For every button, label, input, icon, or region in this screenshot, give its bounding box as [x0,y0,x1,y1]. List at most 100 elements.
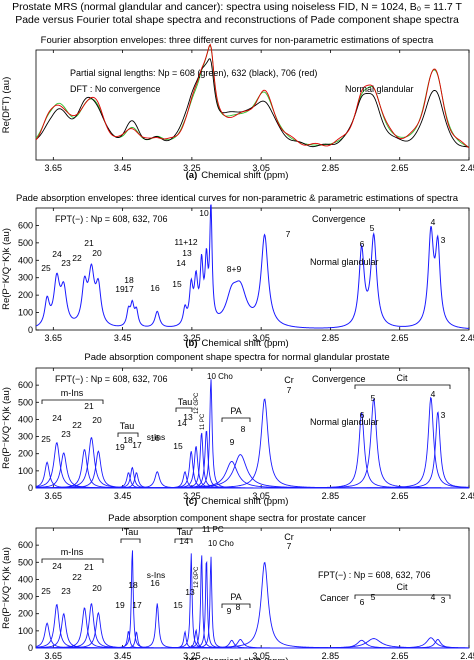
x-tick-label: 2.85 [322,491,340,501]
x-axis-label-text: Chemical shift (ppm) [202,656,289,660]
y-tick-label: 100 [18,626,33,636]
peak-label: 19 [115,600,125,610]
group-label-mins: m-Ins [61,547,84,557]
annotation-tissue: Normal glandular [310,417,379,427]
y-tick-label: 200 [18,449,33,459]
figure-title: Prostate MRS (normal glandular and cance… [12,1,462,13]
label-gpc: 12 GPC [194,566,200,588]
x-tick-label: 3.45 [114,163,132,173]
peak-label: 25 [41,586,51,596]
x-axis-label-text: Chemical shift (ppm) [201,496,288,507]
component-line [36,411,470,489]
y-tick-label: 100 [18,466,33,476]
peak-label: 15 [173,441,183,451]
x-tick-label: 3.65 [45,491,63,501]
x-tick-label: 3.45 [114,651,132,660]
y-axis-label: Re(DFT) (au) [1,77,12,133]
x-tick-label: 3.25 [183,651,201,660]
label-gpc: 12 GPC [194,392,200,414]
chart-panel-c: 3.65 3.45 3.25 3.05 2.85 2.65 2.45 0 100 200 300 40… [1,352,474,507]
peak-label: 4 [431,217,436,227]
peak-label: 18 [124,275,134,285]
y-tick-label: 300 [18,432,33,442]
peak-label: 14 [177,418,187,428]
pade-envelope [35,204,470,329]
y-axis-label: Re(P⁻K/Q⁻K)k (au) [1,547,12,629]
group-bracket [41,558,104,563]
peak-label: 3 [441,595,446,605]
peak-label: 7 [286,229,291,239]
group-bracket [120,538,141,543]
x-axis-label: (a) Chemical shift (ppm) [186,170,289,181]
peak-label: 16 [150,433,160,443]
peak-label: 17 [132,440,142,450]
component-line [36,398,469,489]
peak-label: 8+9 [227,264,242,274]
component-line [36,631,469,649]
x-tick-label: 2.45 [460,491,474,501]
group-bracket [117,432,139,437]
peak-label: 6 [360,597,365,607]
y-tick-label: 600 [18,540,33,550]
x-tick-label: 3.05 [252,333,270,343]
peak-label: 17 [132,600,142,610]
y-tick-label: 0 [28,483,33,493]
component-line [36,379,469,489]
component-line [36,603,469,649]
peak-label: 21 [84,238,94,248]
annotation-tissue: Normal glandular [310,257,379,267]
peak-label: 21 [84,562,94,572]
x-tick-label: 3.65 [45,651,63,660]
series-line-1 [35,44,470,148]
annotation-fpt: FPT(−) : Np = 608, 632, 706 [55,374,168,384]
panel-title: Pade absorption component shape sectra f… [108,513,366,524]
group-label-tau-2: Tau [178,397,193,407]
component-line [36,396,470,489]
annotation-fpt: FPT(−) : Np = 608, 632, 706 [318,570,431,580]
component-line [36,398,469,489]
y-tick-label: 400 [18,574,33,584]
x-tick-label: 3.65 [45,163,63,173]
annotation-signal-lengths: Partial signal lengths: Np = 608 (green)… [70,68,317,78]
peak-label: 23 [61,586,71,596]
peak-label: 17 [124,284,134,294]
peak-label: 5 [371,592,376,602]
peak-label: 14 [176,258,186,268]
peak-label: 4 [431,592,436,602]
panel-title: Fourier absorption envelopes: three diff… [41,35,434,46]
component-line [36,432,469,489]
group-bracket [175,407,193,412]
y-tick-label: 600 [18,220,33,230]
panel-letter: (a) [186,170,198,181]
group-bracket [221,417,251,422]
x-tick-label: 2.45 [460,651,474,660]
peak-label: 19 [115,284,125,294]
peak-label: 24 [52,561,62,571]
x-tick-label: 3.45 [114,333,132,343]
peak-label: 8 [236,602,241,612]
plot-frame [35,49,470,161]
y-axis-label: Re(P⁻K/Q⁻K)k (au) [1,387,12,469]
group-label-cit: Cit [397,582,408,592]
group-bracket [41,399,104,404]
y-tick-label: 400 [18,414,33,424]
x-tick-label: 2.85 [322,333,340,343]
peak-label: 15 [173,600,183,610]
peak-label: 9 [227,606,232,616]
y-tick-label: 200 [18,609,33,619]
peak-label: 5 [371,393,376,403]
peak-label: 14 [179,536,189,546]
panel-title: Pade absorption envelopes: three identic… [16,193,459,204]
peak-label: 25 [41,263,51,273]
group-label-tau: Tau [124,527,139,537]
group-label-mins: m-Ins [61,388,84,398]
panel-title: Pade absorption component shape spectra … [84,352,389,363]
component-line [36,550,469,649]
peak-label: 22 [72,253,82,263]
x-tick-label: 3.65 [45,333,63,343]
peak-label: 13 [182,248,192,258]
x-tick-label: 3.05 [252,163,270,173]
x-axis-label: (b) Chemical shift (ppm) [185,338,288,349]
y-axis-label: Re(P⁻K/Q⁻K)k (au) [1,228,12,310]
